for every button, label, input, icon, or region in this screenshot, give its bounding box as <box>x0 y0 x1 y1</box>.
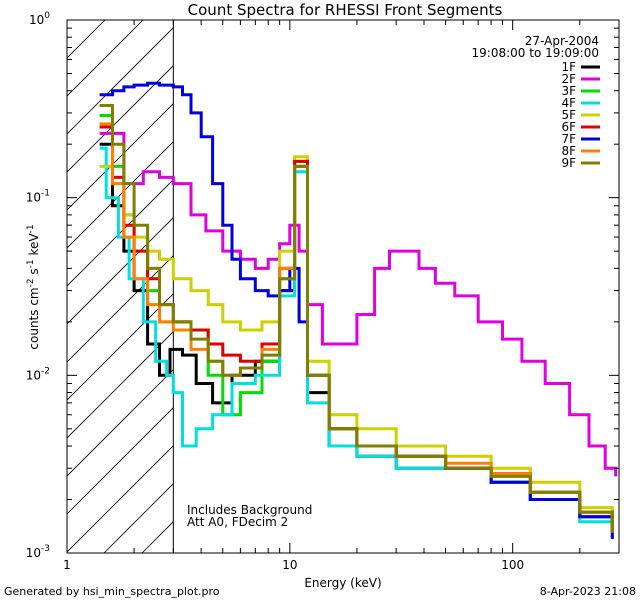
hatch-line <box>67 27 174 135</box>
y-axis-label-part: s <box>27 268 41 278</box>
hatch-line <box>67 20 144 97</box>
legend-label-7F: 7F <box>561 132 576 146</box>
time-range-label: 19:08:00 to 19:09:00 <box>472 46 599 60</box>
legend-label-4F: 4F <box>561 96 576 110</box>
y-axis-label-part: counts cm <box>27 287 41 349</box>
hatch-line <box>256 20 640 553</box>
y-tick-base: 10 <box>26 191 41 205</box>
y-axis-label-exp: -1 <box>26 224 36 233</box>
y-tick-label: 10-1 <box>26 189 50 205</box>
legend-label-6F: 6F <box>561 120 576 134</box>
legend-label-8F: 8F <box>561 144 576 158</box>
annotation-background: Includes Background <box>187 503 312 517</box>
y-tick-base: 10 <box>26 368 41 382</box>
hatch-line <box>332 20 640 553</box>
hatch-line <box>294 20 640 553</box>
legend-label-2F: 2F <box>561 72 576 86</box>
chart-title: Count Spectra for RHESSI Front Segments <box>188 1 503 19</box>
y-tick-label: 100 <box>29 11 50 27</box>
y-tick-exp: -1 <box>41 189 50 199</box>
hatch-line <box>67 407 174 515</box>
hatch-line <box>67 179 174 287</box>
series-8F <box>99 122 614 533</box>
series-layer <box>99 81 618 539</box>
hatch-line <box>103 483 174 553</box>
y-tick-label: 10-3 <box>26 544 50 560</box>
legend-label-3F: 3F <box>561 84 576 98</box>
annotation-attenuator: Att A0, FDecim 2 <box>187 515 288 529</box>
hatch-line <box>67 217 174 325</box>
series-7F <box>99 81 614 539</box>
y-tick-exp: -3 <box>41 544 50 554</box>
y-axis-label-exp: -2 <box>26 278 36 287</box>
hatch-line <box>636 20 640 553</box>
y-tick-exp: 0 <box>44 11 50 21</box>
hatch-line <box>218 20 640 553</box>
hatch-line <box>522 20 640 553</box>
x-tick-label: 1 <box>63 558 71 572</box>
y-tick-label: 10-2 <box>26 366 50 382</box>
date-label: 27-Apr-2004 <box>525 34 599 48</box>
hatch-line <box>67 445 174 553</box>
y-tick-exp: -2 <box>41 366 50 376</box>
x-tick-labels: 1 10 100 <box>63 558 524 572</box>
legend-label-1F: 1F <box>561 60 576 74</box>
y-tick-base: 10 <box>26 546 41 560</box>
legend-label-9F: 9F <box>561 156 576 170</box>
y-axis-label-exp: -1 <box>26 259 36 268</box>
x-axis-label: Energy (keV) <box>304 576 381 590</box>
y-axis-label: counts cm-2 s-1 keV-1 <box>26 224 41 349</box>
series-9F <box>99 104 614 533</box>
hatch-line <box>67 65 174 173</box>
plot-frame <box>66 19 620 554</box>
footer-generated-by: Generated by hsi_min_spectra_plot.pro <box>4 585 220 598</box>
hatch-line <box>67 331 174 439</box>
hatched-region <box>67 20 640 553</box>
hatch-line <box>67 255 174 363</box>
hatch-line <box>67 20 106 59</box>
series-2F <box>99 131 618 477</box>
hatch-line <box>446 20 640 553</box>
hatch-line <box>67 369 174 477</box>
axis-ticks <box>66 20 620 554</box>
legend-label-5F: 5F <box>561 108 576 122</box>
x-tick-label: 100 <box>501 558 524 572</box>
footer-timestamp: 8-Apr-2023 21:08 <box>540 585 636 598</box>
hatch-line <box>67 103 174 211</box>
y-axis-label-part: keV <box>27 233 41 260</box>
y-tick-base: 10 <box>29 13 44 27</box>
x-tick-label: 10 <box>282 558 297 572</box>
